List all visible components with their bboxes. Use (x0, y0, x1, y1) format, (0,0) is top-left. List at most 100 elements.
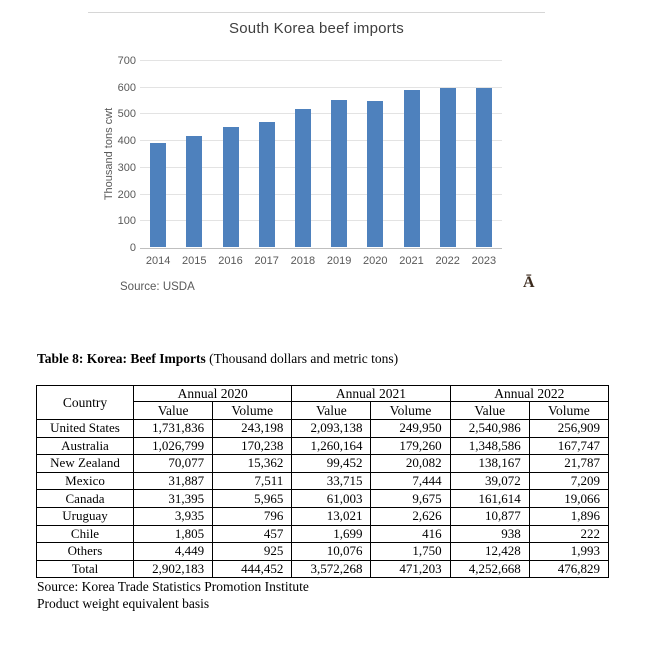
value-cell: 2,902,183 (132, 559, 214, 579)
value-cell: 444,452 (212, 559, 293, 579)
value-cell: 1,805 (132, 524, 214, 544)
value-cell: 1,750 (370, 542, 451, 561)
value-column-header: Value (132, 401, 214, 420)
country-cell: New Zealand (36, 454, 134, 473)
table-row: Australia 1,026,799 170,238 1,260,164 179,26… (36, 436, 610, 456)
value-cell: 39,072 (449, 471, 530, 491)
value-cell: 20,082 (370, 454, 451, 473)
bar-2016 (222, 126, 239, 247)
y-tick-label: 400 (117, 135, 136, 148)
value-cell: 21,787 (528, 454, 610, 473)
gridline (140, 60, 502, 61)
bar-2019 (331, 100, 348, 247)
gridline (140, 86, 502, 88)
value-cell: 10,076 (291, 542, 372, 561)
value-cell: 1,026,799 (132, 436, 214, 456)
plot-area (140, 60, 502, 249)
value-cell: 3,935 (132, 506, 214, 526)
value-cell: 19,066 (528, 489, 610, 508)
value-cell: 61,003 (291, 489, 372, 508)
divider-line (88, 12, 545, 13)
value-cell: 1,993 (528, 542, 610, 561)
value-column-header: Value (291, 401, 372, 420)
country-column-header: Country (36, 385, 134, 420)
bar-2018 (294, 109, 311, 247)
value-cell: 256,909 (528, 419, 610, 438)
volume-column-header: Volume (528, 401, 610, 420)
country-cell: Others (36, 542, 134, 561)
x-tick-label: 2016 (218, 255, 243, 267)
value-cell: 13,021 (291, 506, 372, 526)
value-cell: 31,887 (132, 471, 214, 491)
country-cell: Australia (36, 436, 134, 456)
table-source-notes: Source: Korea Trade Statistics Promotion… (37, 579, 309, 612)
value-cell: 5,965 (212, 489, 293, 508)
value-cell: 138,167 (449, 454, 530, 473)
value-cell: 15,362 (212, 454, 293, 473)
x-tick-label: 2023 (471, 255, 497, 267)
stray-character: Ā (523, 274, 535, 291)
value-cell: 2,626 (370, 506, 451, 526)
beef-imports-table: Country Annual 2020 Annual 2021 Annual 2022… (36, 385, 610, 579)
country-cell: Total (36, 559, 134, 579)
value-cell: 243,198 (212, 419, 293, 438)
x-axis-line (140, 248, 502, 249)
value-cell: 170,238 (212, 436, 293, 456)
table-header: Country Annual 2020 Annual 2021 Annual 2022… (36, 385, 610, 420)
x-axis-ticks: 2014 2015 2016 2017 2018 2019 2020 2021 2022 2023 (140, 255, 502, 269)
table-caption: Table 8: Korea: Beef Imports (Thousand d… (37, 351, 398, 367)
country-cell: Mexico (36, 471, 134, 491)
value-cell: 12,428 (449, 542, 530, 561)
bar-2014 (150, 142, 167, 247)
volume-column-header: Volume (212, 401, 293, 420)
value-cell: 70,077 (132, 454, 214, 473)
value-cell: 1,699 (291, 524, 372, 544)
value-cell: 7,209 (528, 471, 610, 491)
value-cell: 222 (528, 524, 610, 544)
table-source-line: Source: Korea Trade Statistics Promotion… (37, 579, 309, 594)
value-cell: 2,093,138 (291, 419, 372, 438)
bar-2021 (403, 89, 420, 247)
gridline (140, 140, 502, 142)
year-group-header: Annual 2022 (449, 385, 610, 402)
year-group-header: Annual 2020 (132, 385, 293, 402)
chart-title: South Korea beef imports (229, 20, 404, 37)
value-cell: 167,747 (528, 436, 610, 456)
value-cell: 938 (449, 524, 530, 544)
value-cell: 796 (212, 506, 293, 526)
x-tick-label: 2021 (399, 255, 424, 267)
value-cell: 31,395 (132, 489, 214, 508)
value-cell: 249,950 (370, 419, 451, 438)
x-tick-label: 2018 (290, 255, 316, 267)
value-cell: 457 (212, 524, 293, 544)
value-cell: 99,452 (291, 454, 372, 473)
y-tick-label: 100 (117, 215, 136, 228)
table-caption-title: Table 8: Korea: Beef Imports (37, 351, 206, 366)
value-cell: 7,511 (212, 471, 293, 491)
year-group-header: Annual 2021 (291, 385, 451, 402)
value-cell: 1,896 (528, 506, 610, 526)
y-tick-label: 600 (117, 81, 136, 94)
table-caption-units: (Thousand dollars and metric tons) (205, 351, 399, 366)
value-cell: 161,614 (449, 489, 530, 508)
gridline (140, 113, 502, 115)
value-cell: 476,829 (528, 559, 610, 579)
bar-2023 (475, 88, 492, 247)
table-row: Others 4,449 925 10,076 1,750 12,428 1,993 (36, 542, 610, 561)
value-cell: 1,348,586 (449, 436, 530, 456)
value-cell: 179,260 (370, 436, 451, 456)
country-cell: Chile (36, 524, 134, 544)
chart-source-note: Source: USDA (120, 281, 195, 293)
table-row: Canada 31,395 5,965 61,003 9,675 161,614 19,06… (36, 489, 610, 508)
value-cell: 471,203 (370, 559, 451, 579)
volume-column-header: Volume (370, 401, 451, 420)
gridline (140, 220, 502, 222)
bar-2022 (439, 88, 456, 247)
header-row-measures: Value Volume Value Volume Value Volume (37, 401, 610, 420)
country-cell: Uruguay (36, 506, 134, 526)
value-cell: 2,540,986 (449, 419, 530, 438)
table-row: Uruguay 3,935 796 13,021 2,626 10,877 1,896 (36, 506, 610, 526)
bar-2017 (258, 122, 275, 247)
bar-2015 (186, 136, 203, 247)
